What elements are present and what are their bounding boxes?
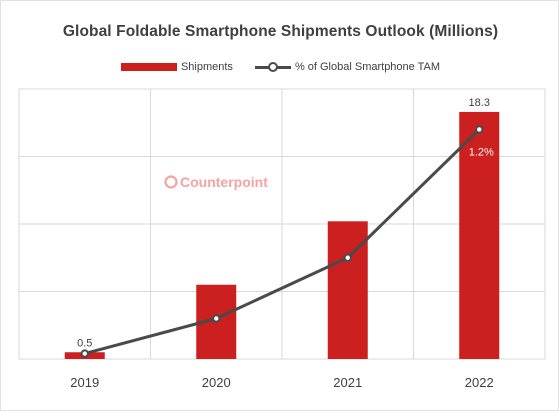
counterpoint-watermark: Counterpoint: [164, 174, 268, 190]
counterpoint-logo-icon: [164, 175, 178, 189]
x-tick-label: 2020: [202, 375, 231, 390]
line-data-label: 1.2%: [469, 147, 494, 159]
bar-data-label: 18.3: [469, 97, 490, 109]
bar-shipments-2022: [459, 111, 500, 359]
legend-item-shipments: Shipments: [120, 61, 233, 73]
x-tick-label: 2019: [70, 375, 99, 390]
chart-legend: Shipments % of Global Smartphone TAM: [1, 61, 559, 73]
line-tam-share: [83, 128, 481, 356]
watermark-text: Counterpoint: [180, 174, 268, 190]
legend-swatch-bar: [120, 63, 177, 71]
legend-label-tam: % of Global Smartphone TAM: [294, 61, 441, 73]
x-tick-label: 2022: [465, 375, 494, 390]
bar-data-label: 0.5: [77, 337, 92, 349]
chart-title: Global Foldable Smartphone Shipments Out…: [62, 23, 499, 40]
line-point-2022: [475, 125, 484, 134]
legend-label-shipments: Shipments: [180, 61, 233, 73]
legend-item-tam: % of Global Smartphone TAM: [254, 61, 441, 73]
line-point-2020: [212, 314, 221, 323]
legend-swatch-line: [254, 62, 291, 72]
line-point-2021: [343, 253, 352, 262]
x-tick-label: 2021: [333, 375, 362, 390]
bar-shipments-2021: [327, 221, 368, 359]
line-point-2019: [80, 349, 89, 358]
